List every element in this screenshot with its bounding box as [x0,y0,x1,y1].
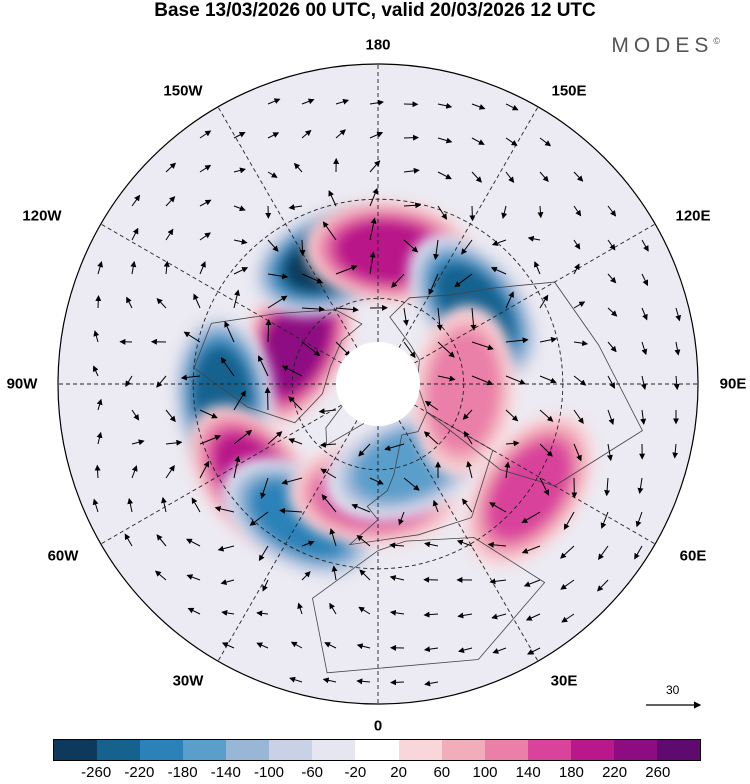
colorbar-tick-label: 20 [390,764,407,781]
colorbar-swatch [657,740,700,760]
label-0: 0 [374,718,382,735]
wind-arrow [302,240,303,255]
colorbar-tick-label: -180 [168,764,198,781]
colorbar-tick-label: 100 [472,764,497,781]
colorbar-tick-label: 260 [645,764,670,781]
label-60w: 60W [48,548,79,565]
colorbar-swatch [571,740,614,760]
colorbar-tick-label: -20 [345,764,367,781]
wind-arrow [98,296,99,308]
label-90w: 90W [7,376,38,393]
colorbar-tick-label: 220 [602,764,627,781]
colorbar-tick-label: 60 [433,764,450,781]
label-90e: 90E [720,376,747,393]
colorbar-tick-label: 180 [559,764,584,781]
label-150w: 150W [163,83,202,100]
colorbar-swatch [614,740,657,760]
wind-arrow [391,682,404,683]
colorbar-tick-label: 140 [516,764,541,781]
colorbar-tick-label: -60 [301,764,323,781]
colorbar-swatch [140,740,183,760]
colorbar-swatch [485,740,528,760]
label-150e: 150E [551,83,586,100]
colorbar-swatch [399,740,442,760]
label-30w: 30W [173,673,204,690]
label-30e: 30E [551,673,578,690]
colorbar [53,739,701,761]
wind-arrow [472,206,473,220]
wind-arrow [268,388,269,410]
colorbar-tick-label: -260 [81,764,111,781]
label-120w: 120W [22,208,61,225]
colorbar-swatch [269,740,312,760]
wind-arrow [404,138,418,139]
colorbar-tick-label: -220 [124,764,154,781]
colorbar-swatch [183,740,226,760]
reference-vector-label: 30 [666,683,679,697]
label-60e: 60E [680,548,707,565]
wind-arrow [268,320,269,342]
colorbar-swatch [442,740,485,760]
colorbar-swatch [226,740,269,760]
wind-arrow [97,466,98,478]
colorbar-swatch [54,740,97,760]
colorbar-swatch [355,740,398,760]
colorbar-tick-label: -100 [254,764,284,781]
map-disk [50,56,710,716]
label-180: 180 [365,37,390,54]
colorbar-swatch [528,740,571,760]
label-120e: 120E [675,208,710,225]
colorbar-tick-label: -140 [211,764,241,781]
colorbar-swatch [312,740,355,760]
colorbar-ticks: -260 -220 -180 -140 -100 -60 -20 20 60 100 140 180 2… [0,764,750,784]
colorbar-swatch [97,740,140,760]
polar-blank [336,342,420,426]
